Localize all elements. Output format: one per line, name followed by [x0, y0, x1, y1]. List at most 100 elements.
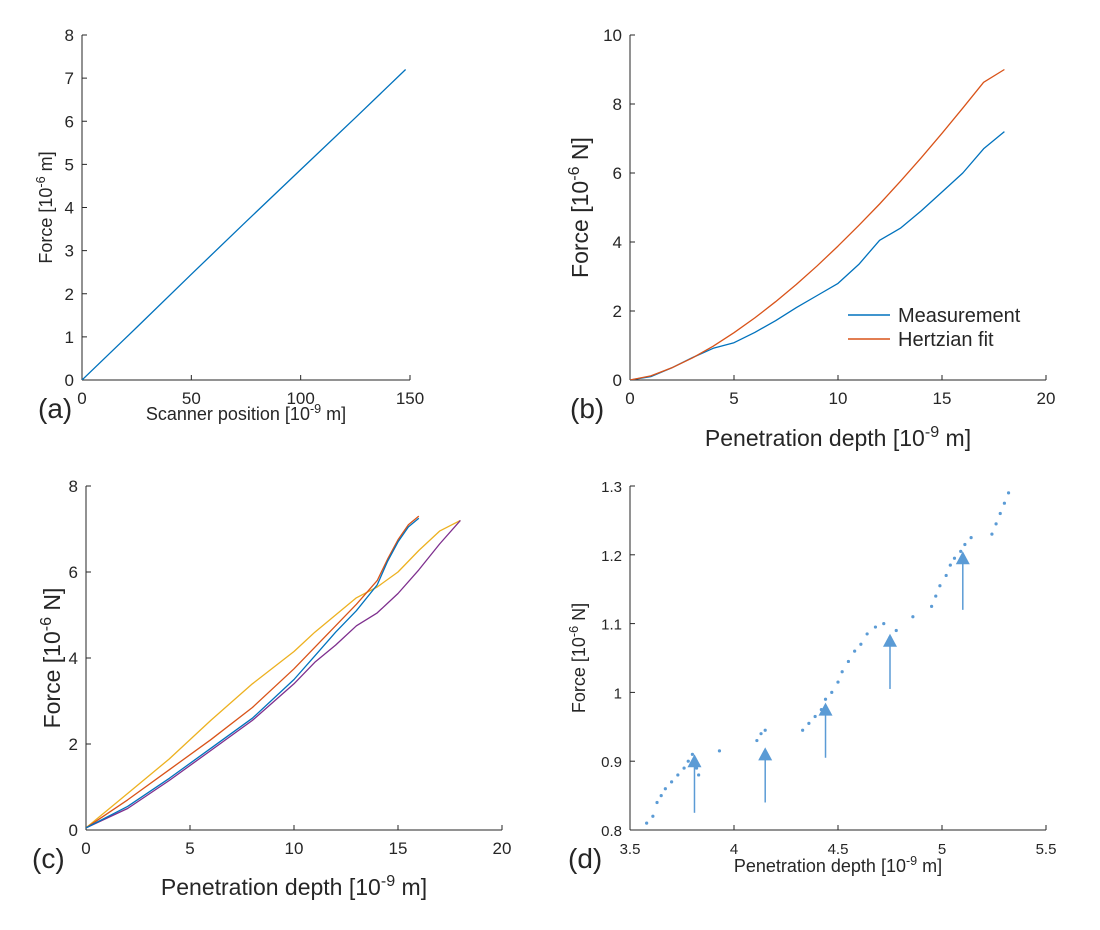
data-point: [911, 615, 915, 619]
x-tick-label: 4.5: [828, 841, 849, 858]
x-axis-label-main: Penetration depth [10: [705, 425, 925, 451]
x-axis-label-main: Penetration depth [10: [734, 856, 906, 876]
x-tick-label: 3.5: [620, 841, 641, 858]
data-point: [682, 766, 686, 770]
data-point: [690, 752, 695, 756]
x-tick-label: 4: [730, 841, 738, 858]
y-tick-label: 0.8: [601, 823, 622, 840]
data-point: [938, 584, 942, 588]
series-line-curve-4: [86, 517, 420, 829]
y-tick-label: 6: [65, 112, 74, 131]
x-tick-label: 5: [938, 841, 946, 858]
data-point: [859, 642, 863, 646]
y-tick-label: 6: [613, 164, 622, 183]
x-tick-label: 5: [729, 389, 738, 408]
y-axis-label-unit: N]: [39, 588, 65, 617]
x-tick-label: 15: [933, 389, 952, 408]
y-axis-label: Force [10-6 N]: [37, 588, 65, 729]
plot-area: [630, 68, 1005, 380]
y-axis-label: Force [10-6 N]: [565, 137, 593, 278]
y-axis-label: Force [10-6 N]: [567, 603, 589, 713]
data-point: [873, 625, 878, 629]
data-point: [651, 814, 655, 818]
data-point: [990, 532, 994, 536]
x-axis-label-exponent: -9: [310, 402, 321, 416]
series-line-force: [82, 69, 407, 380]
panel-label: (b): [570, 393, 604, 424]
x-axis-label-exponent: -9: [925, 423, 939, 441]
y-tick-label: 8: [65, 26, 74, 45]
x-tick-label: 10: [285, 839, 304, 858]
y-axis-label-exponent: -6: [34, 176, 48, 187]
x-tick-label: 5.5: [1036, 841, 1057, 858]
panel-label: (c): [32, 843, 65, 874]
y-tick-label: 5: [65, 155, 74, 174]
data-point: [663, 787, 667, 791]
x-tick-label: 10: [829, 389, 848, 408]
x-axis-label: Scanner position [10-9 m]: [146, 402, 346, 424]
series-line-curve-3: [86, 515, 420, 829]
data-point: [944, 573, 948, 578]
data-point: [686, 759, 690, 763]
x-tick-label: 150: [396, 389, 424, 408]
y-axis-label-main: Force [10: [569, 637, 589, 713]
data-point: [813, 714, 817, 719]
data-point: [934, 594, 938, 598]
y-tick-label: 0: [65, 371, 74, 390]
arrow-head: [758, 747, 773, 761]
x-axis-label-unit: m]: [917, 856, 942, 876]
series-line-curve-1: [86, 519, 461, 829]
y-tick-label: 8: [613, 95, 622, 114]
x-axis-label-unit: m]: [395, 874, 427, 900]
x-tick-label: 15: [389, 839, 408, 858]
y-axis-label-unit: m]: [36, 151, 56, 176]
data-point: [998, 511, 1002, 516]
plot-area: [82, 69, 407, 380]
data-point: [846, 659, 851, 664]
data-point: [930, 604, 934, 609]
data-point: [755, 738, 759, 743]
plot-area: [86, 515, 461, 829]
x-axis-label-main: Scanner position [10: [146, 404, 310, 424]
y-axis-label-unit: N]: [567, 137, 593, 166]
arrow-head: [883, 633, 897, 647]
x-axis-label-exponent: -9: [906, 854, 917, 868]
data-point: [865, 632, 869, 636]
data-point: [969, 536, 973, 540]
y-tick-label: 8: [69, 477, 78, 496]
arrow-head: [818, 702, 833, 716]
y-tick-label: 2: [65, 285, 74, 304]
data-point: [882, 622, 886, 626]
x-axis-label-unit: m]: [321, 404, 346, 424]
y-tick-label: 1.2: [601, 548, 622, 565]
data-point: [801, 728, 805, 732]
data-point: [670, 780, 674, 784]
y-axis-label-exponent: -6: [37, 617, 55, 631]
y-tick-label: 6: [69, 563, 78, 582]
data-point: [840, 670, 844, 674]
data-point: [759, 732, 763, 736]
panel-label: (d): [568, 843, 602, 874]
panel-b: 0 5 10 15 20 0 2 4 6 8 10 Penetration depth [10-9 m…: [565, 26, 1055, 451]
x-tick-label: 5: [185, 839, 194, 858]
data-point: [959, 549, 963, 553]
y-tick-label: 7: [65, 69, 74, 88]
data-point: [894, 628, 898, 633]
panel-d: 3.5 4 4.5 5 5.5 0.8 0.9 1 1.1 1.2 1.3 Penetration d…: [567, 479, 1056, 876]
data-point: [853, 649, 857, 653]
series-line-curve-2: [86, 519, 461, 829]
x-tick-label: 0: [81, 839, 90, 858]
data-point: [963, 542, 967, 547]
x-tick-label: 50: [182, 389, 201, 408]
y-tick-label: 10: [603, 26, 622, 45]
y-axis-label-main: Force [10: [36, 188, 56, 264]
data-point: [952, 556, 957, 560]
legend-label: Hertzian fit: [898, 329, 994, 351]
x-tick-label: 20: [493, 839, 512, 858]
y-tick-label: 4: [613, 233, 622, 252]
y-axis-label: Force [10-6 m]: [34, 151, 56, 263]
x-tick-label: 20: [1037, 389, 1056, 408]
x-tick-label: 0: [77, 389, 86, 408]
data-point: [763, 728, 767, 732]
